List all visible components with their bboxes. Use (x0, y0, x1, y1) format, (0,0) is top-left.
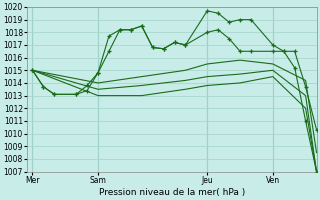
X-axis label: Pression niveau de la mer( hPa ): Pression niveau de la mer( hPa ) (99, 188, 245, 197)
